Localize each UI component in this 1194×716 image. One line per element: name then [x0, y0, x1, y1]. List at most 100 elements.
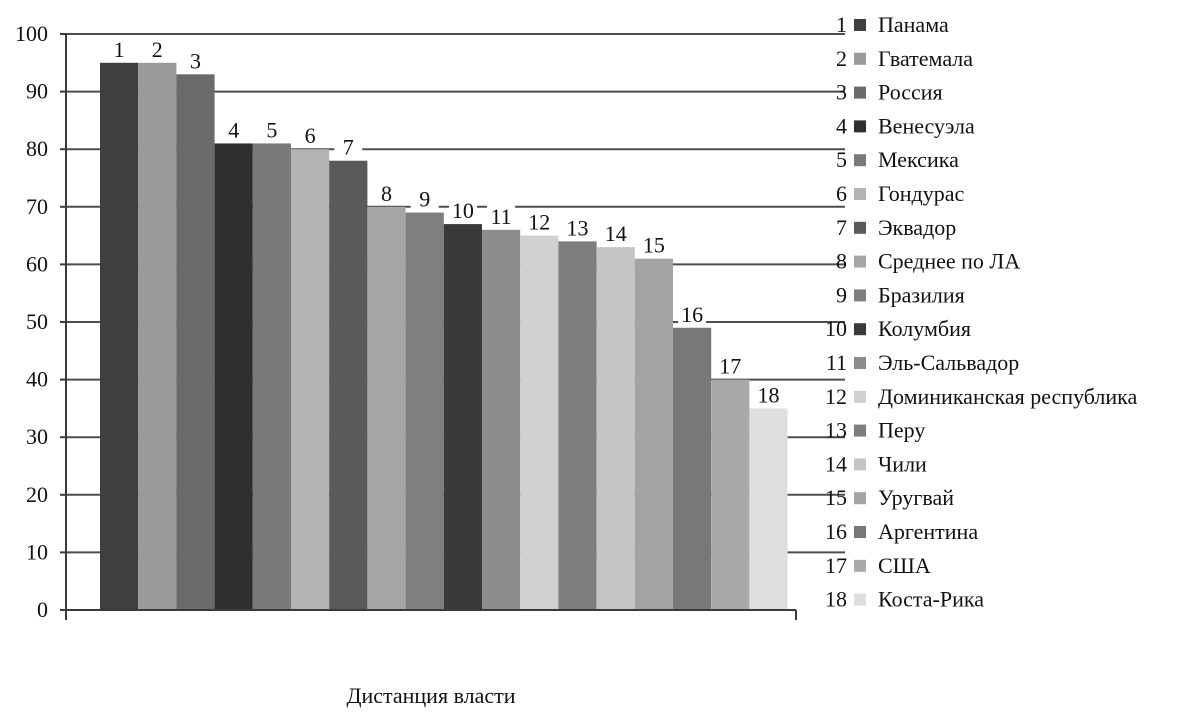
bar-label: 8 — [381, 181, 392, 206]
bar-label-background — [563, 215, 592, 240]
legend-label: Перу — [878, 418, 925, 443]
legend-number: 2 — [836, 46, 847, 71]
legend-label: Гондурас — [878, 181, 965, 206]
legend-number: 16 — [825, 519, 847, 544]
bar-label-background — [105, 36, 134, 61]
bar-label-background — [487, 203, 516, 228]
y-tick-label: 30 — [26, 424, 48, 449]
bar-label: 10 — [452, 198, 474, 223]
y-tick-label: 90 — [26, 79, 48, 104]
bar-label: 6 — [305, 123, 316, 148]
legend-number: 6 — [836, 181, 847, 206]
legend-number: 15 — [825, 485, 847, 510]
legend-label: Эквадор — [878, 215, 956, 240]
bar — [252, 143, 291, 610]
bar-label-background — [754, 382, 783, 407]
legend-label: Аргентина — [878, 519, 978, 544]
axes: 0 10 20 30 40 50 60 70 80 90 100 — [15, 21, 797, 622]
legend-number: 7 — [836, 215, 847, 240]
legend-label: Венесуэла — [878, 113, 975, 138]
y-tick-label: 10 — [26, 539, 48, 564]
bar-label: 7 — [343, 135, 354, 160]
bar-label-background — [410, 186, 439, 211]
legend-swatch — [854, 424, 866, 437]
legend-swatch — [854, 559, 866, 572]
legend-label: Колумбия — [878, 316, 971, 341]
legend-label: Доминиканская республика — [878, 384, 1138, 409]
bar — [176, 74, 215, 610]
y-tick-label: 20 — [26, 482, 48, 507]
legend-number: 12 — [825, 384, 847, 409]
bar — [138, 62, 177, 611]
legend-label: Панама — [878, 12, 949, 37]
legend-swatch — [854, 154, 866, 167]
legend-swatch — [854, 255, 866, 268]
y-tick-label: 40 — [26, 367, 48, 392]
bar — [596, 247, 635, 610]
bar — [291, 149, 330, 610]
legend-swatch — [854, 390, 866, 403]
bar-label: 2 — [152, 37, 163, 62]
bar-label: 17 — [719, 354, 741, 379]
bar — [520, 235, 559, 610]
legend-label: Уругвай — [878, 485, 954, 510]
bar-label-background — [639, 232, 668, 257]
legend-label: США — [878, 553, 931, 578]
legend: 1 Панама 2 Гватемала 3 Россия 4 Венесуэла 5 Мекси… — [825, 12, 1138, 612]
legend-label: Мексика — [878, 147, 959, 172]
legend-swatch — [854, 526, 866, 538]
bar-label: 9 — [419, 187, 430, 212]
bar — [367, 206, 406, 611]
bar-label: 15 — [643, 233, 665, 258]
bar-label: 16 — [681, 302, 703, 327]
legend-swatch — [854, 120, 866, 133]
bar-label: 1 — [114, 37, 125, 62]
bar — [100, 62, 139, 611]
legend-swatch — [854, 188, 866, 200]
bar — [443, 224, 482, 610]
bar-label-background — [678, 301, 707, 326]
bar-label-background — [296, 123, 325, 148]
legend-swatch — [854, 221, 866, 234]
legend-swatch — [854, 357, 866, 369]
legend-swatch — [854, 323, 866, 336]
bar-label: 13 — [567, 215, 589, 240]
bar — [673, 327, 712, 610]
legend-label: Гватемала — [878, 46, 973, 71]
legend-label: Чили — [878, 451, 927, 476]
bar — [214, 143, 253, 610]
x-axis-title: Дистанция власти — [346, 683, 515, 708]
y-tick-label: 60 — [26, 251, 48, 276]
y-tick-label: 80 — [26, 136, 48, 161]
legend-swatch — [854, 593, 866, 606]
legend-number: 8 — [836, 249, 847, 274]
legend-number: 13 — [825, 418, 847, 443]
legend-number: 17 — [825, 553, 847, 578]
bar-label: 14 — [605, 221, 627, 246]
bar — [329, 160, 368, 610]
bar-label-background — [257, 117, 286, 142]
legend-number: 3 — [836, 80, 847, 105]
bar-label: 12 — [528, 210, 550, 235]
y-tick-label: 70 — [26, 194, 48, 219]
legend-swatch — [854, 458, 866, 471]
legend-number: 18 — [825, 587, 847, 612]
legend-swatch — [854, 52, 866, 65]
bar — [558, 241, 597, 611]
bar-label-background — [716, 353, 745, 378]
legend-swatch — [854, 19, 866, 31]
legend-label: Россия — [878, 80, 943, 105]
bar-label-background — [334, 134, 363, 159]
legend-label: Эль-Сальвадор — [878, 350, 1019, 375]
y-tick-label: 0 — [37, 597, 48, 622]
legend-number: 1 — [836, 12, 847, 37]
legend-label: Бразилия — [878, 282, 965, 307]
bar — [405, 212, 444, 610]
legend-label: Среднее по ЛА — [878, 249, 1020, 274]
bar — [482, 229, 521, 610]
legend-label: Коста-Рика — [878, 587, 984, 612]
bar-label: 11 — [491, 204, 512, 229]
bar-label-background — [143, 36, 172, 61]
